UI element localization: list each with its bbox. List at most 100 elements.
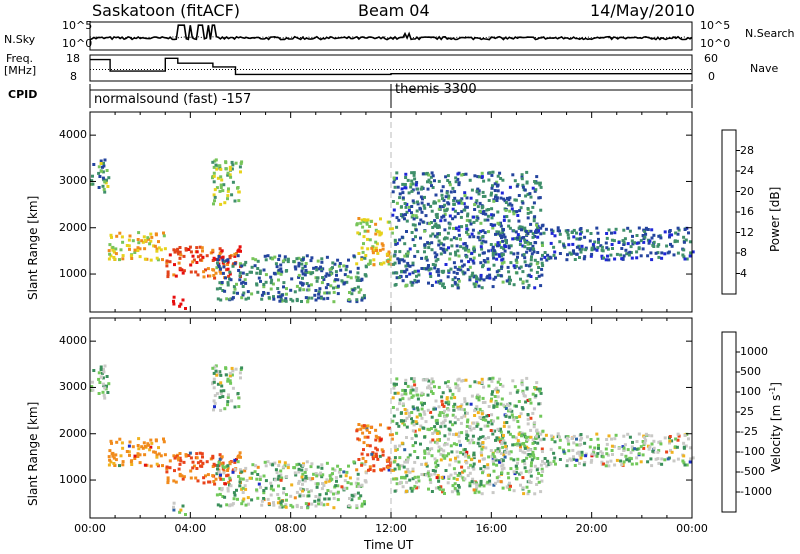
velocity-echo-cell xyxy=(195,467,199,470)
velocity-echo-cell xyxy=(315,485,319,489)
velocity-echo-cell xyxy=(508,488,512,492)
velocity-echo-cell xyxy=(371,451,375,455)
velocity-echo-cell xyxy=(465,433,469,437)
velocity-echo-cell xyxy=(451,484,455,488)
power-echo-cell xyxy=(635,234,639,237)
velocity-echo-cell xyxy=(523,466,527,470)
power-echo-cell xyxy=(285,287,288,291)
velocity-echo-cell xyxy=(90,385,94,389)
power-echo-cell xyxy=(479,273,483,277)
velocity-echo-cell xyxy=(276,501,280,505)
velocity-echo-cell xyxy=(424,462,428,466)
velocity-echo-cell xyxy=(439,458,443,462)
velocity-echo-cell xyxy=(280,505,284,509)
velocity-echo-cell xyxy=(401,421,405,425)
power-echo-cell xyxy=(363,229,367,233)
power-echo-cell xyxy=(374,222,378,226)
velocity-echo-cell xyxy=(430,490,434,493)
velocity-echo-cell xyxy=(289,494,293,498)
velocity-echo-cell xyxy=(120,441,124,445)
power-echo-cell xyxy=(365,222,369,226)
power-echo-cell xyxy=(299,281,303,285)
power-echo-cell xyxy=(481,239,485,243)
velocity-echo-cell xyxy=(521,476,525,480)
power-echo-cell xyxy=(228,256,232,260)
velocity-echo-cell xyxy=(525,386,529,390)
power-echo-cell xyxy=(429,180,433,184)
velocity-echo-cell xyxy=(332,496,336,500)
velocity-echo-cell xyxy=(593,453,597,457)
power-echo-cell xyxy=(310,256,314,260)
power-colorbar-frame xyxy=(721,129,737,295)
power-echo-cell xyxy=(304,270,308,274)
velocity-echo-cell xyxy=(307,494,311,498)
velocity-echo-cell xyxy=(489,449,493,452)
velocity-echo-cell xyxy=(331,472,334,476)
power-echo-cell xyxy=(509,261,513,265)
power-echo-cell xyxy=(146,236,150,240)
velocity-echo-cell xyxy=(520,383,524,387)
velocity-echo-cell xyxy=(404,419,407,423)
velocity-echo-cell xyxy=(660,462,664,466)
velocity-echo-cell xyxy=(200,452,204,456)
power-echo-cell xyxy=(456,267,460,271)
power-echo-cell xyxy=(286,257,290,261)
power-echo-cell xyxy=(133,251,137,254)
power-echo-cell xyxy=(101,184,105,188)
power-echo-cell xyxy=(460,210,464,214)
velocity-echo-cell xyxy=(219,408,223,412)
power-echo-cell xyxy=(412,173,416,177)
velocity-echo-cell xyxy=(211,474,215,478)
power-echo-cell xyxy=(136,238,140,241)
power-echo-cell xyxy=(520,177,524,181)
power-echo-cell xyxy=(427,268,431,272)
power-echo-cell xyxy=(526,241,530,245)
velocity-echo-cell xyxy=(220,455,224,459)
power-echo-cell xyxy=(507,219,511,223)
power-echo-cell xyxy=(137,241,141,245)
power-echo-cell xyxy=(223,201,227,205)
power-echo-cell xyxy=(497,269,501,273)
frequency-step-line xyxy=(90,57,692,76)
power-echo-cell xyxy=(414,214,418,218)
power-echo-cell xyxy=(312,266,316,270)
power-echo-cell xyxy=(427,178,431,182)
velocity-echo-cell xyxy=(300,475,304,479)
velocity-echo-cell xyxy=(446,380,450,384)
velocity-echo-cell xyxy=(533,447,537,450)
power-echo-cell xyxy=(270,278,274,282)
power-echo-cell xyxy=(241,280,245,284)
velocity-echo-cell xyxy=(211,366,215,370)
power-echo-cell xyxy=(546,253,550,257)
velocity-echo-cell xyxy=(222,389,226,393)
power-echo-cell xyxy=(362,220,366,224)
power-echo-cell xyxy=(475,277,479,281)
velocity-echo-cell xyxy=(531,438,535,442)
velocity-echo-cell xyxy=(311,477,315,481)
velocity-echo-cell xyxy=(262,474,266,478)
velocity-echo-cell xyxy=(376,457,380,461)
velocity-echo-cell xyxy=(297,479,301,483)
power-echo-cell xyxy=(156,258,160,262)
velocity-echo-cell xyxy=(118,437,122,441)
velocity-echo-cell xyxy=(297,462,301,466)
velocity-echo-cell xyxy=(657,449,661,453)
velocity-echo-cell xyxy=(519,445,522,449)
power-echo-cell xyxy=(589,232,593,235)
velocity-echo-cell xyxy=(219,373,223,377)
velocity-echo-cell xyxy=(530,461,533,465)
power-echo-cell xyxy=(271,257,275,261)
velocity-echo-cell xyxy=(212,399,216,403)
power-echo-cell xyxy=(362,242,365,246)
velocity-echo-cell xyxy=(223,407,227,411)
velocity-echo-cell xyxy=(218,370,222,374)
power-echo-cell xyxy=(464,247,467,251)
power-echo-cell xyxy=(668,229,672,232)
power-echo-cell xyxy=(580,247,584,251)
velocity-echo-cell xyxy=(578,462,581,465)
velocity-echo-cell xyxy=(321,482,324,485)
velocity-echo-cell xyxy=(242,497,246,501)
time-axis-label: Time UT xyxy=(364,538,414,552)
power-echo-cell xyxy=(534,231,538,234)
power-echo-cell xyxy=(473,174,477,178)
